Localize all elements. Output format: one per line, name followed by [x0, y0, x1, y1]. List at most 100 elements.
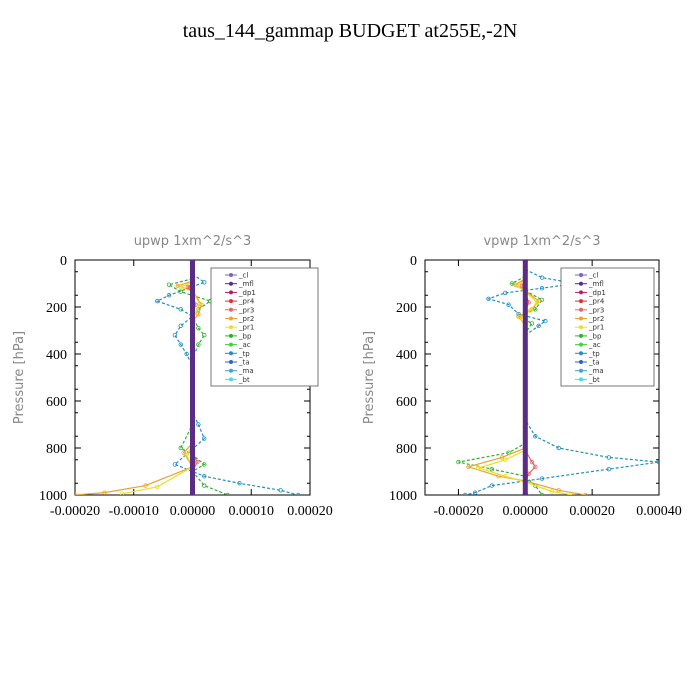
chart-panel-1: upwp 1xm^2/s^3 Pressure [hPa] 0 200 400 600 80…	[12, 234, 333, 519]
series-group	[75, 260, 301, 495]
y-tick-label: 0	[60, 254, 67, 269]
series-point	[181, 450, 186, 455]
series-point	[202, 333, 207, 338]
y-tick-label: 1000	[389, 489, 417, 504]
series-point	[202, 483, 207, 488]
y-tick-label: 200	[46, 301, 67, 316]
legend-label: _ta	[588, 359, 600, 367]
legend-label: _pr2	[238, 315, 254, 323]
x-tick-label: 0.00020	[287, 504, 333, 519]
y-tick-label: 800	[396, 442, 417, 457]
series-point	[529, 321, 535, 326]
series-point	[178, 342, 183, 347]
legend-label: _dp1	[238, 289, 256, 297]
legend-label: _bp	[588, 332, 602, 340]
series-point	[539, 286, 545, 291]
y-tick-label: 0	[410, 254, 417, 269]
x-tick-label: 0.00000	[503, 504, 549, 519]
legend-marker	[579, 316, 583, 321]
series-point	[456, 459, 461, 465]
series-point	[119, 491, 125, 495]
x-tick-label: 0.00000	[170, 504, 216, 519]
series-point	[486, 296, 491, 301]
legend-marker	[579, 273, 583, 277]
series-point	[503, 457, 508, 462]
legend-marker	[229, 316, 233, 321]
series-point	[278, 488, 283, 493]
series-point	[202, 474, 207, 479]
legend-marker	[229, 360, 233, 364]
series-point	[196, 342, 201, 347]
legend-label: _pr3	[238, 306, 254, 314]
x-tick-label: 0.00020	[569, 504, 615, 519]
series-point	[202, 462, 207, 467]
legend-label: _tp	[588, 350, 600, 358]
series-line-pr2	[75, 280, 202, 495]
legend-marker	[579, 281, 583, 286]
y-axis-label: Pressure [hPa]	[362, 331, 377, 424]
legend-marker	[579, 368, 583, 373]
legend-marker	[579, 377, 583, 382]
series-point	[184, 452, 189, 458]
series-point	[549, 489, 555, 494]
series-point	[189, 260, 196, 263]
legend-label: _mfl	[588, 280, 604, 288]
series-point	[102, 490, 107, 495]
series-point	[489, 483, 495, 488]
legend-marker	[229, 299, 233, 304]
legend-marker	[229, 377, 233, 382]
x-tick-label: -0.00020	[433, 504, 483, 519]
series-point	[503, 290, 508, 296]
series-point	[472, 490, 478, 495]
series-point	[656, 459, 659, 465]
series-point	[166, 282, 172, 287]
series-point	[534, 300, 540, 305]
legend-label: _pr4	[238, 298, 255, 306]
y-tick-label: 400	[46, 348, 67, 363]
legend-label: _tp	[238, 350, 250, 358]
x-tick-label: -0.00020	[50, 504, 100, 519]
series-point	[155, 484, 160, 489]
series-point	[178, 284, 183, 290]
series-point	[533, 434, 538, 439]
series-point	[514, 283, 520, 289]
series-point	[539, 476, 545, 481]
legend-marker	[579, 290, 583, 295]
y-tick-label: 200	[396, 301, 417, 316]
series-point	[522, 492, 529, 495]
legend-marker	[229, 333, 233, 338]
legend-label: _ac	[588, 341, 601, 349]
x-tick-label: 0.00040	[636, 504, 682, 519]
series-point	[202, 436, 207, 441]
legend-label: _pr2	[588, 315, 604, 323]
legend-marker	[229, 351, 233, 356]
legend-marker	[579, 333, 583, 338]
series-point	[202, 280, 207, 285]
series-point	[197, 301, 202, 306]
series-point	[143, 483, 148, 488]
series-point	[178, 323, 183, 328]
legend-marker	[229, 281, 233, 286]
legend-label: _ac	[238, 341, 251, 349]
series-point	[528, 308, 533, 313]
series-point	[543, 318, 548, 324]
series-point	[194, 459, 200, 465]
legend-marker	[229, 273, 233, 277]
legend-marker	[229, 342, 233, 347]
series-point	[499, 455, 505, 460]
series-point	[518, 315, 523, 320]
legend-marker	[579, 351, 583, 356]
series-point	[185, 284, 190, 290]
series-point	[178, 289, 183, 294]
legend-label: _pr1	[238, 324, 254, 332]
series-point	[606, 455, 612, 460]
series-line-pr1	[121, 281, 201, 495]
series-point	[539, 492, 545, 495]
legend-marker	[579, 342, 583, 347]
series-point	[506, 302, 511, 307]
series-point	[569, 492, 575, 495]
y-tick-label: 400	[396, 348, 417, 363]
series-group	[456, 260, 659, 495]
series-point	[556, 445, 561, 451]
